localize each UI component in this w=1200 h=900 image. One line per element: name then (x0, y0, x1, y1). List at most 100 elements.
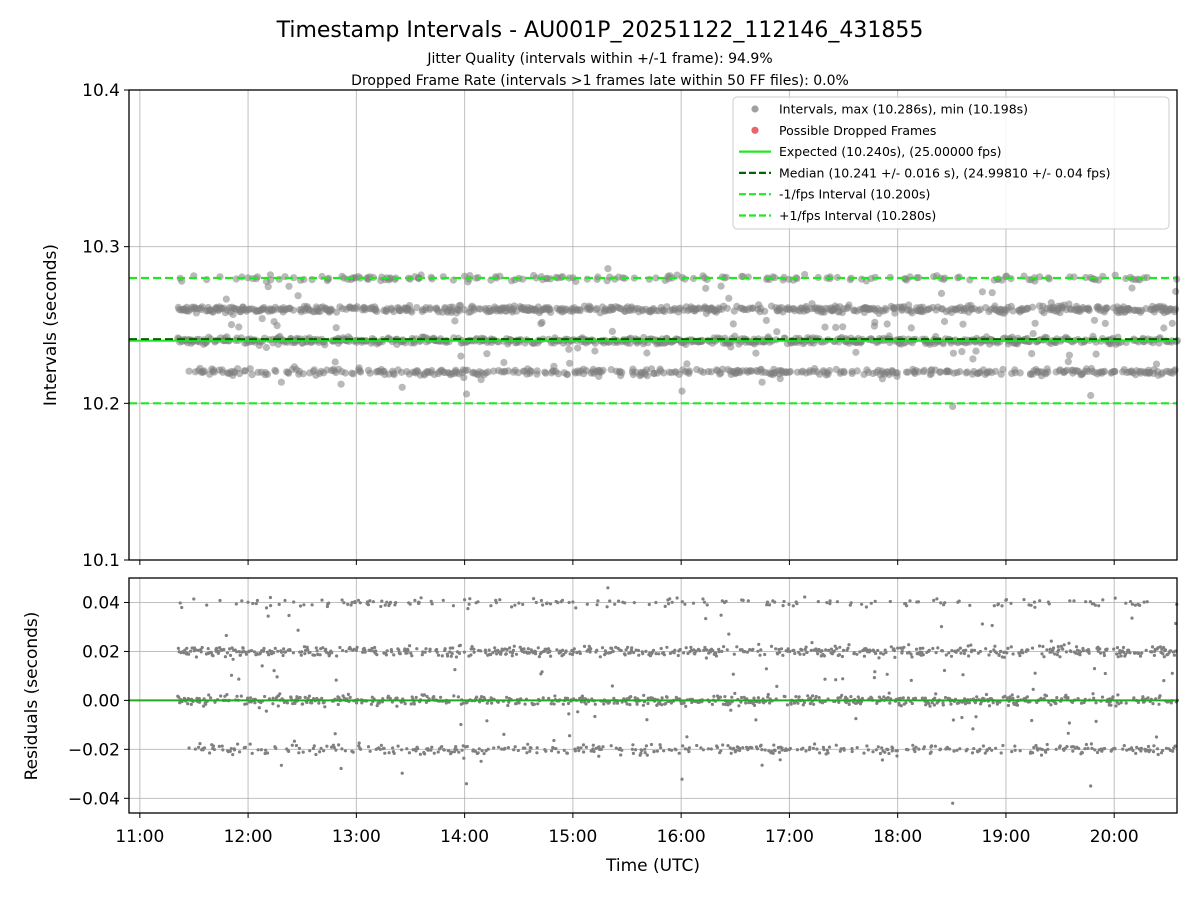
bottom-y-tick-label: 0.00 (82, 691, 120, 711)
residual-point (824, 648, 828, 652)
residual-point (1096, 649, 1100, 653)
residual-point (454, 745, 458, 749)
residual-point (235, 694, 239, 698)
residual-point (1070, 700, 1075, 705)
residual-point (702, 600, 707, 604)
residual-point (693, 652, 697, 656)
residual-point (993, 644, 997, 648)
residual-point (698, 649, 702, 653)
residual-point (521, 602, 525, 607)
residual-point (728, 702, 732, 706)
residual-point (297, 746, 301, 751)
residual-point (1013, 744, 1017, 748)
residual-point (883, 648, 887, 652)
bottom-y-tick-label: 0.04 (82, 593, 120, 613)
residual-point (462, 756, 466, 760)
residual-point (182, 651, 186, 655)
residual-point (373, 645, 377, 650)
residual-point (964, 648, 968, 652)
residual-point (695, 743, 699, 748)
residual-point (1113, 596, 1117, 600)
residual-point (984, 647, 988, 651)
residual-point (298, 604, 303, 608)
residual-point (1044, 750, 1048, 754)
residual-point (686, 651, 690, 656)
residual-point (1138, 654, 1143, 658)
residual-point (720, 599, 724, 603)
residual-point (1065, 744, 1069, 749)
residual-point (786, 647, 790, 651)
residual-point (1005, 696, 1010, 700)
residual-point (320, 598, 324, 602)
interval-point (840, 368, 848, 377)
residual-point (513, 745, 517, 749)
residual-point (624, 648, 628, 652)
residual-point (490, 701, 494, 705)
residual-point (386, 694, 390, 698)
residual-point (842, 748, 846, 752)
residual-point (237, 650, 241, 654)
interval-point (462, 390, 471, 398)
residual-point (1146, 696, 1150, 700)
residual-point (1136, 700, 1140, 705)
residual-point (988, 746, 992, 751)
residual-point (573, 749, 578, 753)
residual-point (360, 701, 364, 705)
x-tick-label: 13:00 (332, 827, 381, 847)
residual-point (1067, 641, 1071, 645)
residual-point (660, 703, 664, 707)
residual-point (911, 743, 915, 747)
interval-point (940, 317, 949, 326)
residual-point (205, 603, 209, 607)
residual-point (238, 750, 242, 754)
interval-point (1090, 316, 1099, 324)
residual-point (677, 751, 681, 755)
residual-point (751, 647, 755, 652)
residual-point (1102, 651, 1106, 655)
residual-point (238, 653, 243, 657)
residual-point (1064, 650, 1068, 654)
residual-point (382, 746, 386, 750)
residual-point (886, 696, 890, 700)
interval-point (999, 365, 1007, 374)
residual-point (936, 646, 940, 650)
residual-point (430, 745, 434, 749)
residual-point (921, 653, 925, 657)
residual-point (550, 749, 554, 753)
residual-point (999, 751, 1003, 755)
residual-point (785, 748, 789, 752)
residual-point (250, 649, 254, 653)
interval-point (460, 374, 468, 382)
residual-point (262, 646, 266, 651)
residual-point (592, 749, 596, 754)
residual-point (649, 742, 654, 747)
residual-point (652, 749, 656, 754)
interval-point (366, 369, 374, 377)
residual-point (871, 750, 875, 754)
residual-point (1062, 643, 1066, 647)
residual-point (1163, 648, 1168, 652)
residual-point (370, 646, 374, 651)
residual-point (394, 601, 398, 605)
residual-point (1134, 751, 1138, 756)
interval-point (773, 328, 781, 336)
residual-point (779, 647, 784, 651)
residual-point (711, 649, 715, 653)
residual-point (943, 601, 947, 605)
residual-point (608, 651, 613, 655)
residual-point (321, 646, 325, 650)
residual-point (792, 648, 796, 652)
residual-point (729, 751, 733, 755)
residual-point (1031, 687, 1035, 692)
residual-point (1048, 647, 1052, 651)
residual-point (606, 586, 610, 590)
residual-point (228, 749, 232, 753)
residual-point (805, 650, 809, 655)
residual-point (420, 653, 424, 657)
residual-point (305, 700, 309, 705)
residual-point (832, 649, 836, 653)
residual-point (815, 747, 819, 751)
residual-point (908, 599, 912, 603)
residual-point (259, 748, 263, 752)
residual-point (956, 648, 960, 652)
